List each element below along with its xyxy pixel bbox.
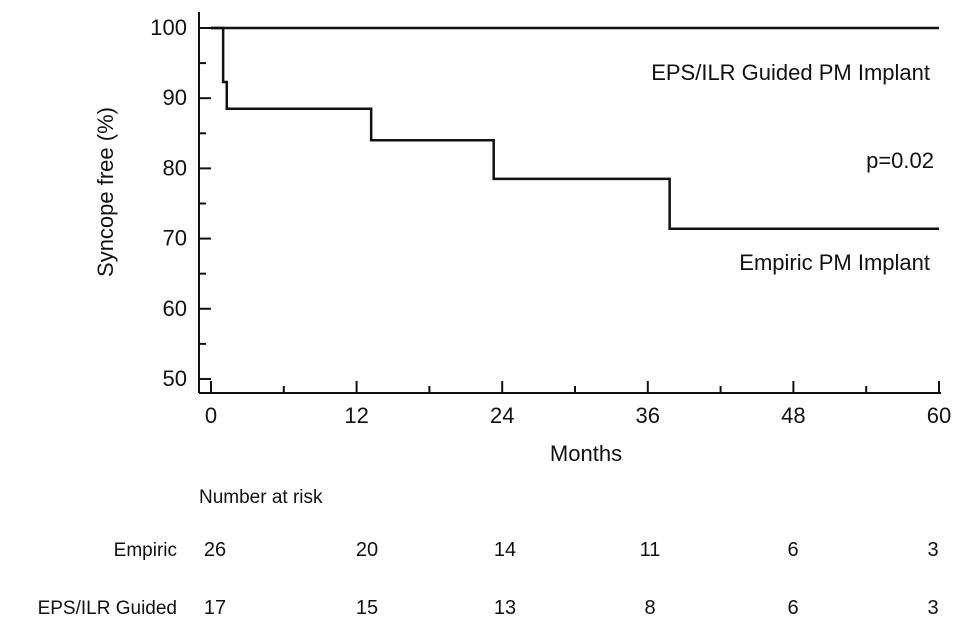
risk-value: 8 [644,597,655,619]
risk-value: 17 [204,597,226,619]
risk-value: 26 [204,539,226,561]
risk-value: 15 [356,597,378,619]
y-tick-label: 60 [163,296,187,321]
x-tick-label: 0 [205,403,217,428]
series-label-guided: EPS/ILR Guided PM Implant [651,60,930,85]
risk-value: 3 [927,597,938,619]
y-tick-label: 50 [163,366,187,391]
risk-table: Number at risk Empiric EPS/ILR Guided 26… [38,487,939,619]
x-tick-label: 12 [344,403,368,428]
y-axis-label: Syncope free (%) [93,107,118,277]
x-tick-label: 36 [636,403,660,428]
y-tick-label: 90 [163,85,187,110]
p-value-annotation: p=0.02 [866,148,934,173]
y-tick-label: 100 [150,15,187,40]
y-tick-label: 80 [163,155,187,180]
risk-row-label-guided: EPS/ILR Guided [38,598,177,619]
axes: 50 60 70 80 90 100 0 12 24 36 48 60 [150,12,951,428]
y-ticks: 50 60 70 80 90 100 [150,15,211,391]
risk-value: 14 [494,539,516,561]
x-tick-label: 60 [927,403,951,428]
x-ticks: 0 12 24 36 48 60 [205,381,951,428]
series-line-empiric [211,26,939,230]
risk-value: 3 [927,539,938,561]
risk-table-title: Number at risk [199,487,323,508]
series-label-empiric: Empiric PM Implant [739,250,930,275]
y-tick-label: 70 [163,226,187,251]
x-tick-label: 24 [490,403,514,428]
risk-value: 11 [640,539,661,561]
risk-row-label-empiric: Empiric [114,540,177,561]
x-axis-label: Months [550,441,622,466]
risk-value: 20 [356,539,378,561]
survival-curves [211,26,939,230]
risk-values: 26 20 14 11 6 3 17 15 13 8 6 3 [204,539,939,619]
risk-value: 13 [494,597,516,619]
x-tick-label: 48 [781,403,805,428]
risk-value: 6 [787,597,798,619]
risk-value: 6 [787,539,798,561]
